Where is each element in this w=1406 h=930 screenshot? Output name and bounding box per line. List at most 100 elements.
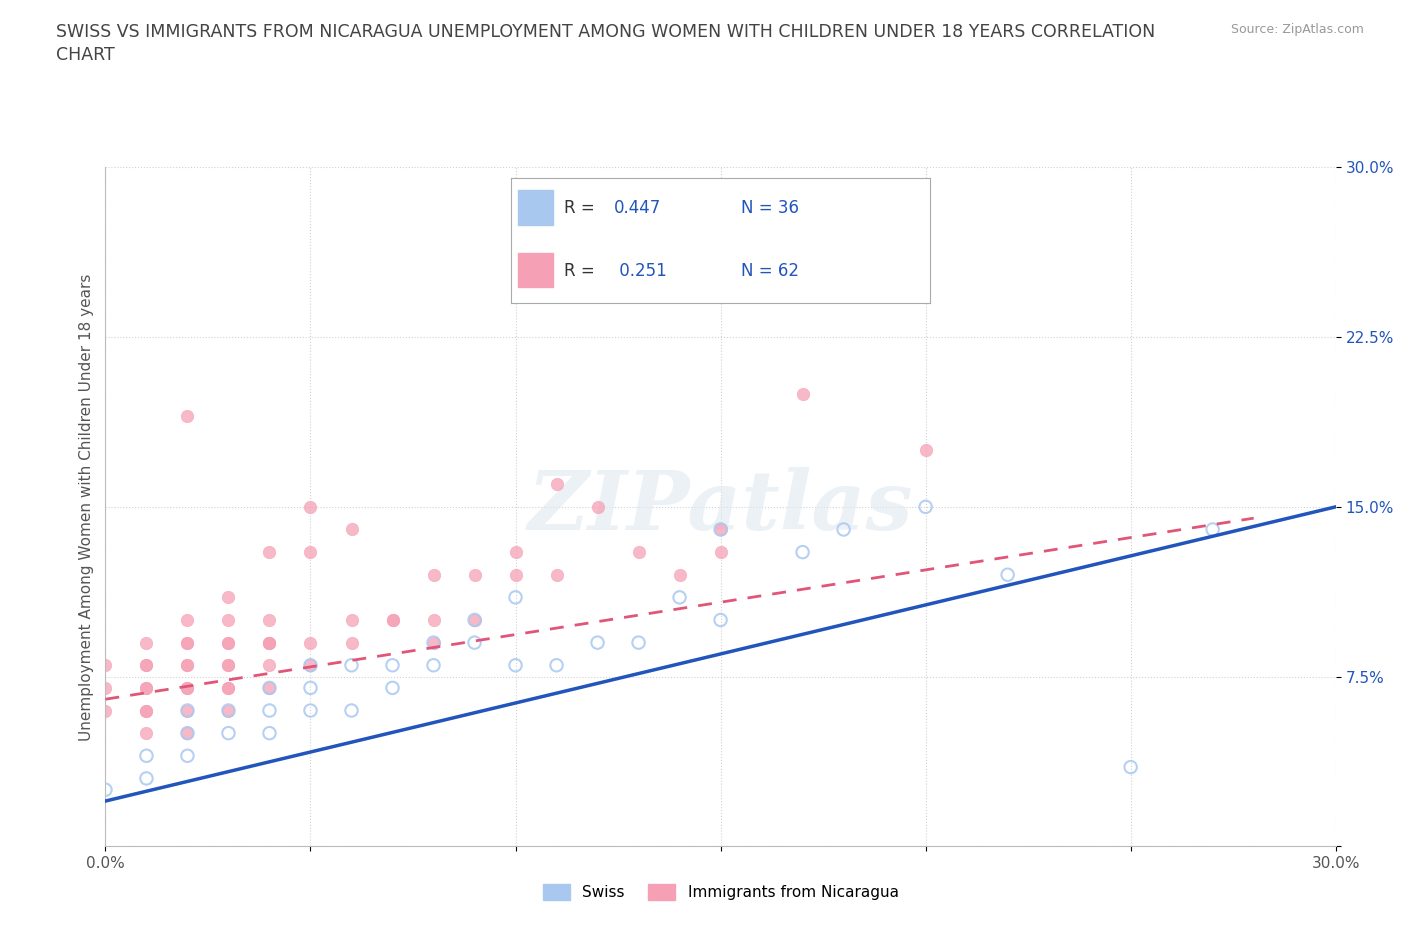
Point <box>94 658 117 672</box>
Point <box>505 658 527 672</box>
Point <box>299 499 322 514</box>
Point <box>381 613 404 628</box>
Point <box>1119 760 1142 775</box>
Point <box>464 635 486 650</box>
Point <box>340 522 363 537</box>
Point <box>546 658 568 672</box>
Point <box>259 681 281 696</box>
Point <box>176 703 198 718</box>
Point <box>668 567 690 582</box>
Point <box>94 703 117 718</box>
Point <box>135 703 157 718</box>
Point <box>299 703 322 718</box>
Point <box>299 681 322 696</box>
Point <box>135 681 157 696</box>
Point <box>176 613 198 628</box>
Text: Source: ZipAtlas.com: Source: ZipAtlas.com <box>1230 23 1364 36</box>
Text: CHART: CHART <box>56 46 115 64</box>
Point <box>505 567 527 582</box>
Point <box>546 567 568 582</box>
Point <box>710 545 733 560</box>
Point <box>259 703 281 718</box>
Point <box>668 590 690 604</box>
Point <box>259 658 281 672</box>
Point <box>464 613 486 628</box>
Point <box>176 635 198 650</box>
Point <box>135 658 157 672</box>
Point <box>176 681 198 696</box>
Point <box>259 635 281 650</box>
Y-axis label: Unemployment Among Women with Children Under 18 years: Unemployment Among Women with Children U… <box>79 273 94 740</box>
Point <box>176 725 198 740</box>
Point <box>218 635 240 650</box>
Text: ZIPatlas: ZIPatlas <box>527 467 914 547</box>
Point <box>299 545 322 560</box>
Point <box>627 635 650 650</box>
Point <box>464 567 486 582</box>
Point <box>135 635 157 650</box>
Point <box>135 749 157 764</box>
Point <box>135 771 157 786</box>
Point <box>997 567 1019 582</box>
Point <box>259 681 281 696</box>
Point <box>381 658 404 672</box>
Point <box>94 782 117 797</box>
Point <box>832 522 855 537</box>
Point <box>381 613 404 628</box>
Point <box>176 409 198 424</box>
Point <box>792 545 814 560</box>
Point <box>176 681 198 696</box>
Legend: Swiss, Immigrants from Nicaragua: Swiss, Immigrants from Nicaragua <box>537 878 904 907</box>
Point <box>176 725 198 740</box>
Point <box>176 749 198 764</box>
Point <box>259 545 281 560</box>
Point <box>464 613 486 628</box>
Point <box>218 635 240 650</box>
Point <box>259 635 281 650</box>
Point <box>259 635 281 650</box>
Point <box>627 545 650 560</box>
Point <box>299 658 322 672</box>
Point <box>218 703 240 718</box>
Point <box>710 613 733 628</box>
Point <box>218 681 240 696</box>
Point <box>586 499 609 514</box>
Point <box>505 590 527 604</box>
Point <box>218 613 240 628</box>
Point <box>94 681 117 696</box>
Point <box>176 703 198 718</box>
Point <box>135 681 157 696</box>
Point <box>422 635 444 650</box>
Point <box>176 635 198 650</box>
Point <box>218 658 240 672</box>
Point <box>505 545 527 560</box>
Point <box>792 386 814 401</box>
Point <box>218 658 240 672</box>
Point <box>176 658 198 672</box>
Point <box>218 703 240 718</box>
Point <box>546 477 568 492</box>
Point <box>299 635 322 650</box>
Point <box>422 567 444 582</box>
Point <box>259 725 281 740</box>
Point <box>135 658 157 672</box>
Point <box>381 681 404 696</box>
Point <box>914 499 936 514</box>
Point <box>218 725 240 740</box>
Text: SWISS VS IMMIGRANTS FROM NICARAGUA UNEMPLOYMENT AMONG WOMEN WITH CHILDREN UNDER : SWISS VS IMMIGRANTS FROM NICARAGUA UNEMP… <box>56 23 1156 41</box>
Point <box>218 681 240 696</box>
Point <box>586 635 609 650</box>
Point <box>422 658 444 672</box>
Point <box>1202 522 1225 537</box>
Point <box>340 658 363 672</box>
Point <box>710 522 733 537</box>
Point <box>176 658 198 672</box>
Point <box>710 522 733 537</box>
Point <box>422 635 444 650</box>
Point <box>914 443 936 458</box>
Point <box>135 703 157 718</box>
Point <box>299 658 322 672</box>
Point <box>135 725 157 740</box>
Point <box>340 703 363 718</box>
Point <box>340 635 363 650</box>
